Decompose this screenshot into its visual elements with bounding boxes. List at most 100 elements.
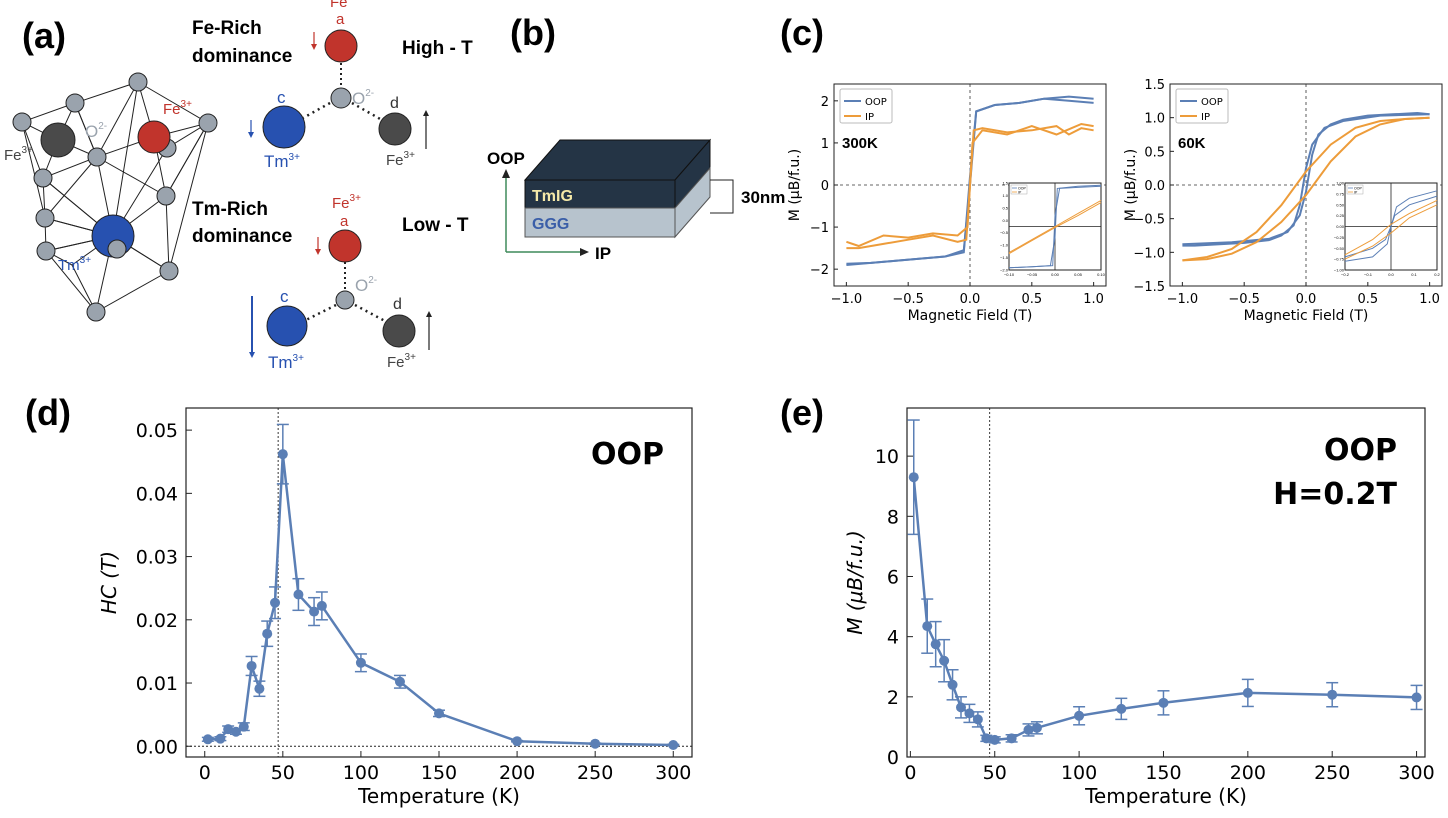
y-tick-label: 0.01 (136, 673, 178, 695)
legend-label: OOP (1201, 97, 1223, 108)
data-point (590, 738, 601, 749)
high-fe-d-label: Fe3+ (386, 150, 415, 169)
x-tick-label: 0.0 (1296, 292, 1317, 307)
y-axis-label: M (μB/f.u.) (787, 149, 803, 221)
series-line-oop (1182, 113, 1430, 247)
x-tick-label: 1.0 (1419, 292, 1440, 307)
crystal-cluster (12, 72, 218, 322)
x-tick-label: −1.0 (831, 292, 863, 307)
inset-x-tick-label: 0.10 (1097, 272, 1106, 277)
data-point (989, 734, 1000, 745)
inset-x-tick-label: 0.00 (1051, 272, 1060, 277)
data-point (964, 708, 975, 719)
inset-legend-box (1346, 184, 1364, 195)
oxygen-atom (198, 113, 218, 133)
data-point (277, 449, 288, 460)
series-line-ip (846, 122, 1094, 250)
inset-legend-label: IP (1354, 190, 1358, 194)
inset-x-tick-label: 0.05 (1074, 272, 1083, 277)
panel-a-letter: (a) (22, 15, 66, 56)
data-point (1327, 689, 1338, 700)
y-axis-label: M (μB/f.u.) (843, 530, 867, 634)
legend-label: IP (865, 112, 874, 123)
inset-series-line (1008, 199, 1102, 254)
data-point (981, 733, 992, 744)
plot-annotation: OOP (591, 437, 664, 472)
oxygen-atom (156, 186, 176, 206)
x-tick-label: 50 (983, 762, 1007, 784)
inset-y-tick-label: 1.0 (1002, 193, 1008, 198)
low-t-diagram: Tm-Rich dominance Low - T Fe3+ a O2- c d… (192, 193, 469, 372)
inset-legend-box (1010, 184, 1028, 195)
x-axis-label: Temperature (K) (1084, 784, 1247, 808)
oxygen-atom (335, 290, 355, 310)
y-tick-label: 4 (887, 627, 899, 649)
inset-legend-label: OOP (1354, 186, 1362, 190)
inset-y-tick-label: 0.5 (1002, 205, 1008, 210)
high-d-label: d (390, 95, 399, 112)
data-point (434, 708, 444, 719)
data-point (908, 472, 919, 483)
oxygen-atom (36, 241, 56, 261)
data-point (1242, 687, 1253, 698)
x-tick-label: 100 (343, 762, 379, 784)
y-tick-label: 10 (875, 446, 899, 468)
x-tick-label: 250 (577, 762, 613, 784)
tm-atom (266, 305, 308, 347)
x-tick-label: 300 (1398, 762, 1434, 784)
x-tick-label: 250 (1314, 762, 1350, 784)
low-t-title-line1: Tm-Rich (192, 199, 268, 220)
y-tick-label: −1 (810, 221, 829, 236)
data-point (309, 606, 320, 617)
series-line-ip (1182, 116, 1430, 262)
panel-e-letter: (e) (780, 392, 824, 433)
data-point (316, 600, 327, 611)
y-tick-label: 8 (887, 506, 899, 528)
oxygen-atom (33, 168, 53, 188)
oxygen-atom (86, 302, 106, 322)
high-a-label: a (336, 11, 345, 28)
inset-legend-label: OOP (1018, 186, 1026, 190)
data-point (512, 736, 523, 747)
fe-a-atom (328, 229, 362, 263)
data-point (254, 683, 265, 694)
y-tick-label: 0.00 (136, 736, 178, 758)
high-fe-a-label: Fe3+ (330, 0, 359, 11)
inset-x-tick-label: −0.2 (1341, 272, 1350, 277)
crystal-fe-top-label: Fe3+ (163, 99, 192, 118)
x-axis-label: Magnetic Field (T) (1244, 308, 1369, 324)
y-axis-label: M (μB/f.u.) (1123, 149, 1139, 221)
inset-series-line (1344, 204, 1438, 260)
inset-x-tick-label: −0.10 (1004, 272, 1015, 277)
x-axis-label: Temperature (K) (357, 784, 520, 808)
x-tick-label: 100 (1061, 762, 1097, 784)
x-tick-label: 0.5 (1021, 292, 1042, 307)
y-tick-label: 1.0 (1144, 112, 1165, 127)
data-point (1023, 724, 1034, 735)
data-point (355, 657, 366, 668)
high-o-label: O2- (352, 88, 374, 108)
oxygen-atom (65, 93, 85, 113)
inset-legend-label: IP (1018, 190, 1022, 194)
low-t-title-line2: dominance (192, 226, 292, 247)
x-tick-label: 1.0 (1083, 292, 1104, 307)
low-a-label: a (340, 213, 349, 230)
inset-y-tick-label: 1.5 (1002, 181, 1008, 186)
series-line-ip (1182, 116, 1430, 262)
oxygen-atom (35, 208, 55, 228)
x-tick-label: 0.0 (960, 292, 981, 307)
ggg-layer (524, 207, 676, 238)
data-point (1031, 722, 1042, 733)
fe-d-atom (378, 112, 412, 146)
data-point (394, 676, 405, 687)
fe-d-atom (382, 314, 416, 348)
x-tick-label: 0 (199, 762, 211, 784)
data-point (230, 726, 241, 737)
x-tick-label: 200 (1230, 762, 1266, 784)
inset-y-tick-label: 0.50 (1336, 202, 1345, 207)
panel-a: (a) (4, 0, 473, 372)
legend-box (1175, 88, 1229, 124)
inset-series-line (1008, 202, 1102, 255)
oxygen-atom (330, 87, 352, 109)
